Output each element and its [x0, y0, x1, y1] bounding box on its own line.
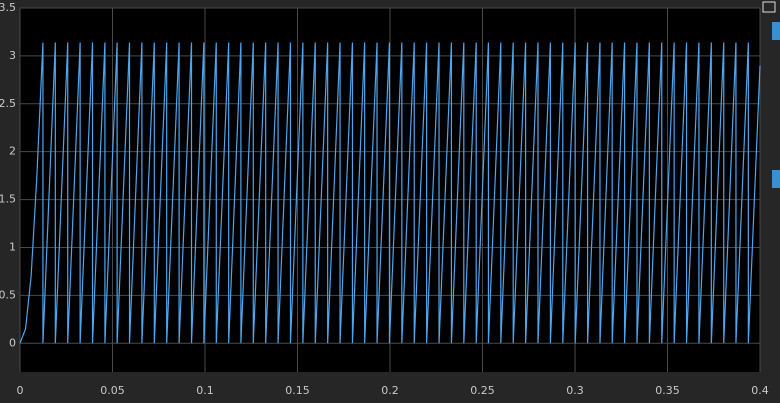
x-tick-label: 0.2 — [381, 384, 399, 397]
x-tick-label: 0.05 — [100, 384, 125, 397]
x-tick-label: 0.35 — [655, 384, 680, 397]
y-tick-label: 3.5 — [0, 1, 16, 14]
x-tick-label: 0.15 — [285, 384, 310, 397]
y-tick-label: 0.5 — [0, 288, 16, 301]
x-tick-label: 0.3 — [566, 384, 584, 397]
side-handle[interactable] — [772, 22, 780, 40]
x-tick-label: 0.1 — [196, 384, 214, 397]
y-tick-label: 1.5 — [0, 193, 16, 206]
y-tick-label: 3 — [9, 49, 16, 62]
x-tick-label: 0 — [17, 384, 24, 397]
side-handle[interactable] — [772, 170, 780, 188]
y-tick-label: 2 — [9, 145, 16, 158]
y-tick-label: 1 — [9, 240, 16, 253]
signal-line — [19, 42, 761, 344]
x-tick-label: 0.4 — [751, 384, 769, 397]
y-tick-label: 2.5 — [0, 97, 16, 110]
restore-button[interactable] — [762, 1, 776, 13]
y-tick-label: 0 — [9, 336, 16, 349]
x-tick-label: 0.25 — [470, 384, 495, 397]
